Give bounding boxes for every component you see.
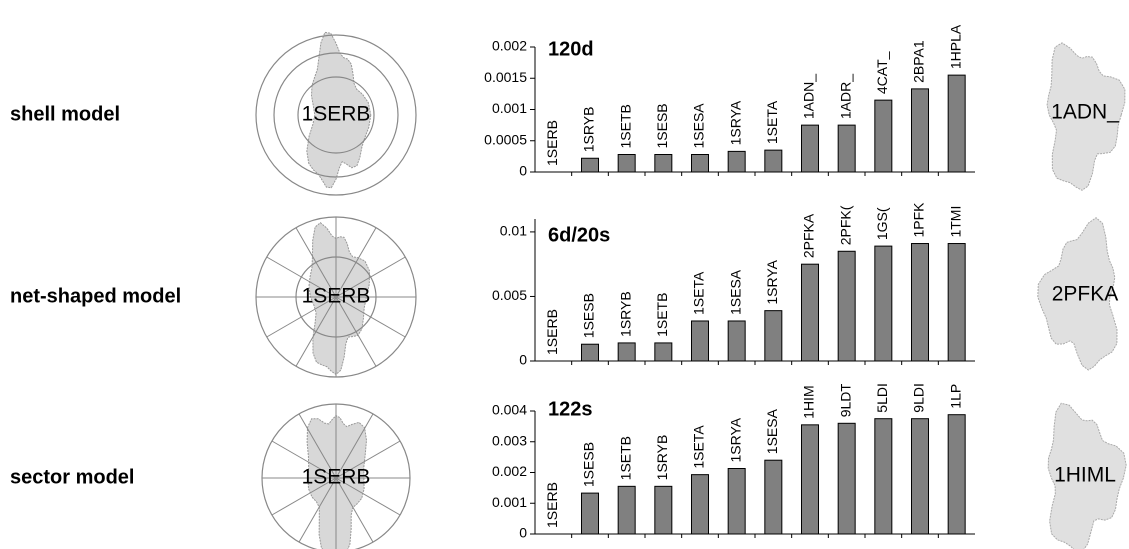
category-label: 1SERB: [544, 120, 560, 166]
category-label: 1SETB: [654, 293, 670, 337]
y-tick-label: 0.002: [492, 463, 527, 479]
category-label: 2BPA1: [911, 40, 927, 83]
bar: [838, 423, 855, 534]
category-label: 4CAT_: [874, 51, 890, 94]
category-label: 1ADN_: [801, 74, 817, 119]
category-label: 1SETB: [617, 436, 633, 480]
chart-title: 120d: [548, 38, 594, 60]
category-label: 1SRYB: [581, 107, 597, 153]
category-label: 1SERB: [544, 482, 560, 528]
y-tick-label: 0: [519, 352, 527, 368]
bar: [765, 311, 782, 361]
y-tick-label: 0.001: [492, 494, 527, 510]
bar: [582, 344, 599, 361]
query-label: 1SERB: [302, 466, 371, 489]
y-tick-label: 0.0005: [484, 131, 527, 147]
category-label: 1SRYA: [764, 259, 780, 304]
bar: [728, 321, 745, 361]
bar: [948, 75, 965, 172]
bar: [692, 321, 709, 361]
category-label: 1SETA: [691, 271, 707, 315]
bar: [948, 415, 965, 534]
category-label: 1SESB: [581, 293, 597, 338]
category-label: 1SETB: [617, 104, 633, 148]
bar: [912, 419, 929, 534]
bar: [802, 125, 819, 172]
y-tick-label: 0.001: [492, 100, 527, 116]
bar: [948, 244, 965, 361]
chart-title: 122s: [548, 398, 593, 420]
bar: [912, 244, 929, 361]
category-label: 1SESB: [581, 442, 597, 487]
category-labels: 1SERB 1SRYB 1SETB 1SESB 1SESA 1SRYA 1SETA 1ADN_…: [544, 24, 963, 166]
bar: [655, 155, 672, 173]
bar: [802, 425, 819, 534]
category-label: 1SESA: [691, 103, 707, 149]
category-label: 1SESA: [764, 408, 780, 454]
category-label: 1LP: [947, 384, 963, 409]
bar: [728, 469, 745, 534]
row-label: net-shaped model: [10, 285, 181, 307]
bar: [655, 486, 672, 534]
bar: [875, 246, 892, 361]
figure: shell model 1SERB 1ADN_ net-shaped model 1SE…: [0, 0, 1129, 549]
category-label: 9LDT: [837, 383, 853, 418]
category-label: 1TMI: [947, 206, 963, 238]
category-label: 1HIM: [801, 385, 817, 418]
bar: [618, 343, 635, 361]
bar: [618, 486, 635, 534]
chart-title: 6d/20s: [548, 224, 610, 246]
bar: [838, 125, 855, 172]
bar: [728, 151, 745, 172]
category-label: 9LDI: [911, 383, 927, 413]
category-label: 1SRYB: [654, 435, 670, 481]
category-label: 1SESA: [727, 269, 743, 315]
bar: [765, 460, 782, 534]
category-label: 2PFK(: [837, 205, 853, 245]
query-label: 1SERB: [302, 103, 371, 126]
bar: [875, 100, 892, 172]
category-labels: 1SERB 1SESB 1SETB 1SRYB 1SETA 1SRYA 1SESA 1HIM 9…: [544, 383, 963, 528]
y-tick-label: 0.003: [492, 432, 527, 448]
match-label: 2PFKA: [1052, 283, 1119, 306]
row-label: sector model: [10, 466, 134, 488]
category-label: 1SRYB: [617, 291, 633, 337]
category-label: 1ADR_: [837, 74, 853, 119]
bar: [655, 343, 672, 361]
y-tick-label: 0.01: [500, 223, 527, 239]
bar: [765, 150, 782, 172]
y-tick-label: 0: [519, 525, 527, 541]
category-label: 1GS(: [874, 207, 890, 240]
category-label: 1PFK: [911, 202, 927, 238]
bar: [912, 89, 929, 172]
match-label: 1ADN_: [1051, 101, 1119, 124]
bar: [582, 493, 599, 534]
y-tick-label: 0.0015: [484, 69, 527, 85]
bar: [692, 155, 709, 173]
bar: [838, 251, 855, 361]
bar: [875, 419, 892, 534]
query-label: 1SERB: [302, 285, 371, 308]
category-label: 1SETA: [764, 100, 780, 144]
y-tick-label: 0: [519, 163, 527, 179]
bar: [802, 264, 819, 361]
category-label: 2PFKA: [801, 213, 817, 258]
category-label: 1HPLA: [947, 24, 963, 69]
match-label: 1HIML: [1054, 464, 1116, 487]
category-label: 5LDI: [874, 383, 890, 413]
category-label: 1SRYA: [727, 100, 743, 145]
y-tick-label: 0.002: [492, 38, 527, 54]
bar: [582, 158, 599, 172]
category-label: 1SETA: [691, 425, 707, 469]
row-label: shell model: [10, 103, 120, 125]
y-tick-label: 0.004: [492, 402, 527, 418]
category-label: 1SESB: [654, 103, 670, 148]
category-label: 1SERB: [544, 309, 560, 355]
y-tick-label: 0.005: [492, 287, 527, 303]
bar: [692, 475, 709, 534]
category-label: 1SRYA: [727, 417, 743, 462]
bar: [618, 155, 635, 173]
